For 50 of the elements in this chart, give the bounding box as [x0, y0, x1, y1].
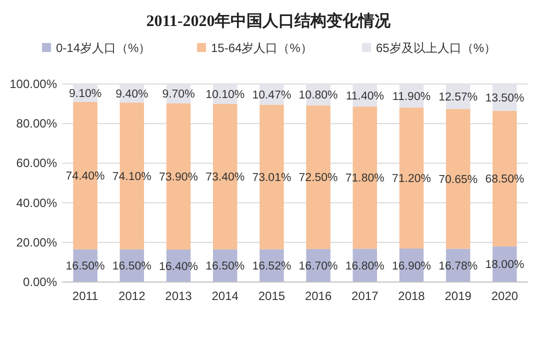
x-tick-label: 2014	[212, 289, 239, 303]
legend-label: 15-64岁人口（%）	[211, 41, 312, 55]
data-label: 16.52%	[252, 260, 292, 273]
y-tick-label: 60.00%	[16, 156, 58, 170]
x-tick-label: 2019	[444, 289, 472, 303]
data-label: 68.50%	[485, 174, 524, 186]
data-label: 16.50%	[66, 260, 105, 273]
data-label: 74.40%	[66, 170, 105, 183]
data-label: 73.01%	[252, 172, 292, 184]
data-label: 16.78%	[438, 260, 478, 272]
x-tick-label: 2015	[258, 289, 286, 303]
x-tick-label: 2013	[165, 289, 192, 303]
x-tick-label: 2017	[352, 289, 379, 303]
x-tick-label: 2018	[398, 289, 426, 303]
legend-label: 65岁及以上人口（%）	[376, 41, 496, 55]
data-label: 16.40%	[158, 260, 198, 273]
data-label: 11.90%	[392, 90, 431, 103]
x-tick-label: 2011	[72, 289, 99, 303]
legend-label: 0-14岁人口（%）	[56, 41, 151, 55]
data-label: 72.50%	[298, 172, 338, 184]
data-label: 9.40%	[116, 88, 148, 100]
data-label: 73.40%	[206, 172, 245, 184]
y-tick-label: 0.00%	[22, 275, 58, 289]
y-tick-label: 80.00%	[16, 116, 58, 131]
data-label: 12.57%	[438, 91, 478, 104]
data-label: 10.10%	[206, 89, 245, 101]
data-label: 73.90%	[158, 171, 198, 184]
data-label: 9.10%	[68, 88, 102, 100]
y-tick-label: 40.00%	[16, 196, 58, 210]
x-tick-label: 2016	[304, 289, 332, 303]
x-tick-label: 2012	[118, 289, 146, 303]
data-label: 70.65%	[438, 174, 478, 186]
data-label: 10.47%	[252, 89, 292, 102]
data-label: 16.50%	[206, 260, 245, 273]
data-label: 16.80%	[345, 260, 384, 272]
data-label: 10.80%	[298, 90, 338, 102]
data-label: 11.40%	[346, 90, 384, 102]
data-label: 16.70%	[298, 260, 338, 272]
y-tick-label: 100.00%	[10, 77, 58, 91]
x-tick-label: 2020	[491, 289, 518, 303]
data-label: 16.90%	[392, 260, 432, 272]
data-label: 16.50%	[112, 260, 152, 273]
data-label: 71.20%	[392, 173, 432, 186]
y-tick-label: 20.00%	[16, 235, 58, 250]
data-label: 74.10%	[112, 170, 152, 183]
chart-title: 2011-2020年中国人口结构变化情况	[146, 12, 392, 30]
data-label: 71.80%	[345, 172, 384, 185]
data-label: 13.50%	[485, 92, 524, 104]
data-label: 9.70%	[162, 88, 195, 101]
data-label: 18.00%	[485, 259, 524, 272]
